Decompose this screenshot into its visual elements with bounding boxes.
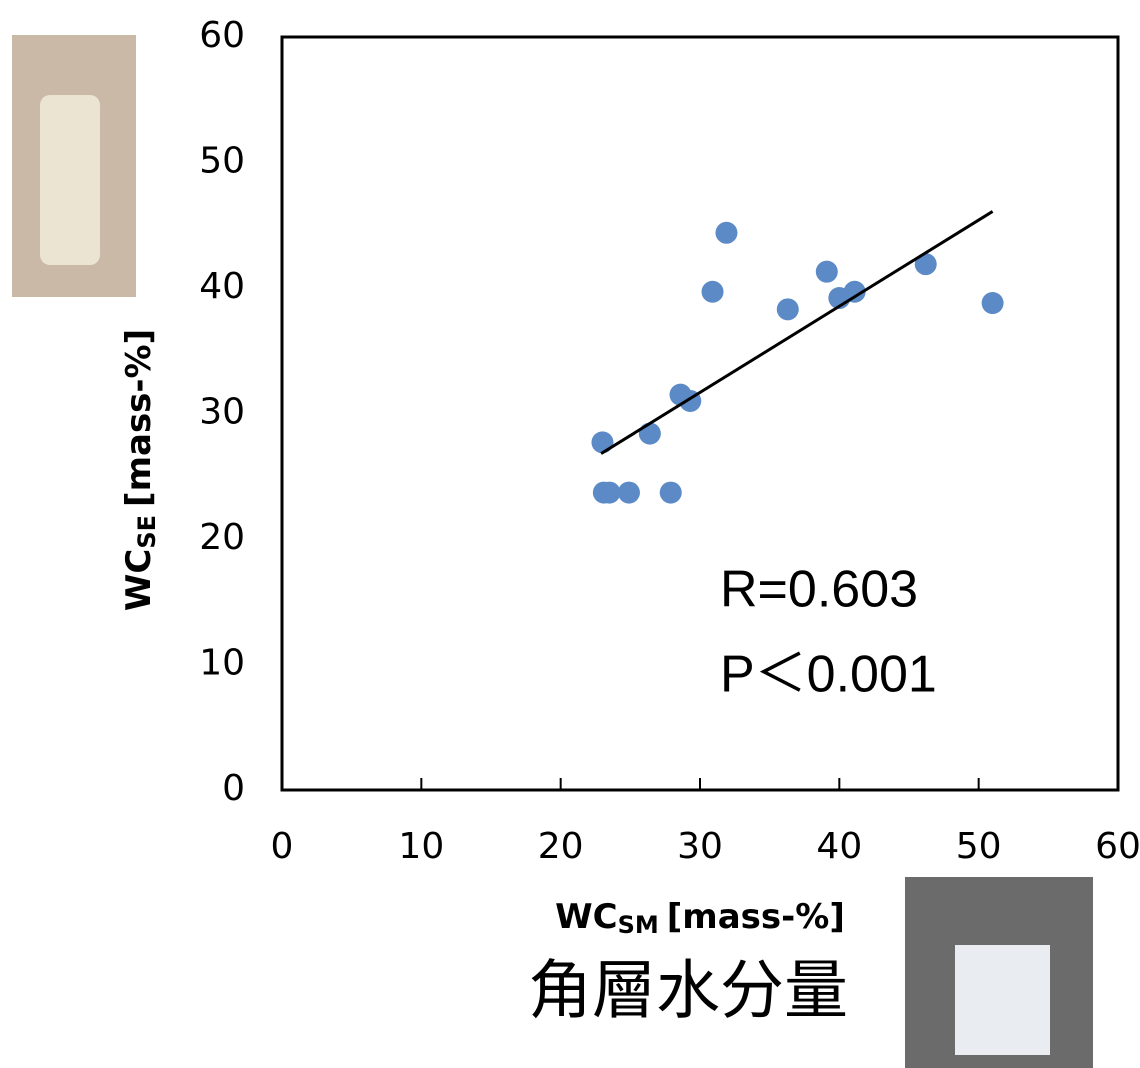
x-axis-label-sub: SM bbox=[618, 911, 659, 939]
x-axis-label-unit: [mass-%] bbox=[667, 897, 845, 937]
point bbox=[982, 292, 1004, 314]
annotation: R=0.603 bbox=[720, 561, 918, 619]
y-tick-label: 10 bbox=[199, 643, 245, 684]
point bbox=[618, 482, 640, 504]
y-axis-label-main: WC bbox=[119, 549, 159, 611]
point bbox=[598, 482, 620, 504]
x-tick-label: 0 bbox=[271, 826, 294, 867]
y-tick-label: 0 bbox=[222, 768, 245, 809]
y-tick-label: 40 bbox=[199, 266, 245, 307]
x-tick-label: 60 bbox=[1095, 826, 1140, 867]
trendline bbox=[601, 211, 993, 453]
point bbox=[639, 423, 661, 445]
x-tick-label: 10 bbox=[398, 826, 444, 867]
point bbox=[715, 222, 737, 244]
y-axis-label-unit: [mass-%] bbox=[119, 329, 159, 507]
annotation: P＜0.001 bbox=[720, 646, 937, 704]
y-axis-label: WCSE [mass-%] bbox=[119, 329, 162, 611]
x-axis-label: WCSM [mass-%] bbox=[555, 897, 845, 940]
point bbox=[702, 281, 724, 303]
x-tick-label: 30 bbox=[677, 826, 723, 867]
x-tick-label: 50 bbox=[956, 826, 1002, 867]
point bbox=[591, 431, 613, 453]
y-tick-label: 20 bbox=[199, 517, 245, 558]
x-tick-label: 20 bbox=[538, 826, 584, 867]
y-tick-label: 60 bbox=[199, 15, 245, 56]
point bbox=[777, 298, 799, 320]
point bbox=[660, 482, 682, 504]
y-tick-label: 50 bbox=[199, 141, 245, 182]
instrument-photo-box bbox=[955, 945, 1050, 1055]
chart: WCSM[mass-%] WCSE[mass-%] 角層水分量 R=0.603 … bbox=[0, 0, 1140, 1068]
caption: 角層水分量 bbox=[528, 955, 848, 1029]
device-photo-probe bbox=[40, 95, 100, 265]
x-tick-label: 40 bbox=[816, 826, 862, 867]
page: WCSM[mass-%] WCSE[mass-%] 角層水分量 R=0.603 … bbox=[0, 0, 1140, 1068]
y-axis-label-sub: SE bbox=[133, 515, 161, 549]
x-axis-label-main: WC bbox=[555, 897, 617, 937]
plot-frame bbox=[282, 37, 1118, 790]
point bbox=[816, 261, 838, 283]
y-tick-label: 30 bbox=[199, 392, 245, 433]
